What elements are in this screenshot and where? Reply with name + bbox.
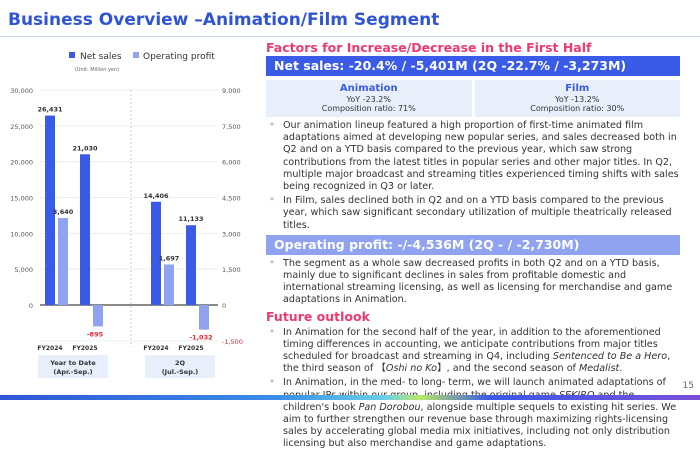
left-axis-tick: 5,000 [14, 266, 33, 274]
left-axis-tick: 0 [29, 302, 33, 310]
net-sales-label: 21,030 [72, 144, 98, 152]
fiscal-year-label: FY2025 [72, 345, 97, 352]
group-label: 2Q [175, 359, 186, 367]
net-sales-label: 11,133 [178, 215, 203, 223]
fiscal-year-label: FY2024 [37, 345, 62, 352]
right-axis-tick: 6,000 [222, 159, 241, 167]
film-title: Film [565, 83, 590, 94]
group-sublabel: (Apr.-Sep.) [53, 368, 92, 376]
legend-net-sales: Net sales [80, 52, 122, 62]
op-profit-bar [199, 305, 209, 330]
legend-operating-profit: Operating profit [143, 52, 215, 62]
animation-box: Animation YoY -23.2% Composition ratio: … [266, 80, 472, 117]
page-title: Business Overview –Animation/Film Segmen… [8, 10, 440, 30]
right-axis-tick: 4,500 [222, 195, 241, 203]
fiscal-year-label: FY2024 [143, 345, 168, 352]
film-ratio: Composition ratio: 30% [530, 104, 625, 113]
op-profit-label: 3,640 [53, 208, 74, 216]
left-axis-tick: 20,000 [10, 159, 33, 167]
bullet: Our animation lineup featured a high pro… [266, 120, 680, 193]
op-profit-bar [164, 264, 174, 305]
film-yoy: YoY -13.2% [555, 95, 600, 104]
title-divider [0, 36, 700, 37]
op-profit-bar [93, 305, 103, 327]
op-profit-label: -895 [87, 330, 104, 338]
factors-heading: Factors for Increase/Decrease in the Fir… [266, 40, 592, 55]
right-axis-tick: 9,000 [222, 87, 241, 95]
op-profit-label: 1,697 [159, 254, 180, 262]
unit-label: (Unit: Million yen) [75, 67, 119, 73]
operating-profit-banner: Operating profit: -/-4,536M (2Q - / -2,7… [266, 234, 680, 255]
net-sales-label: 14,406 [143, 192, 169, 200]
right-axis-tick: 7,500 [222, 123, 241, 131]
right-axis-tick: -1,500 [222, 338, 243, 346]
net-sales-bar [186, 225, 196, 305]
left-axis-tick: 30,000 [10, 87, 33, 95]
net-sales-banner: Net sales: -20.4% / -5,401M (2Q -22.7% /… [266, 56, 680, 76]
left-axis-tick: 15,000 [10, 195, 33, 203]
net-sales-bar [151, 201, 161, 305]
footer-band [0, 395, 700, 400]
bullet: In Animation for the second half of the … [266, 327, 680, 376]
outlook-heading: Future outlook [266, 308, 370, 324]
left-axis-tick: 10,000 [10, 230, 33, 238]
right-axis-tick: 3,000 [222, 230, 241, 238]
net-sales-label: 26,431 [37, 106, 63, 114]
group-label: Year to Date [49, 359, 96, 367]
film-box: Film YoY -13.2% Composition ratio: 30% [474, 80, 680, 117]
page-number: 15 [682, 381, 694, 391]
right-axis-tick: 1,500 [222, 266, 241, 274]
legend-swatch-op [133, 52, 139, 58]
group-label-box [145, 355, 215, 378]
bullet: In Animation, in the med- to long- term,… [266, 377, 680, 450]
fiscal-year-label: FY2025 [178, 345, 203, 352]
sales-profit-chart: Net sales Operating profit (Unit: Million … [10, 52, 243, 378]
bullet: In Film, sales declined both in Q2 and o… [266, 195, 680, 232]
net-sales-bar [80, 154, 90, 305]
animation-title: Animation [339, 83, 398, 94]
legend-swatch-net-sales [69, 52, 75, 58]
factors-panel: Factors for Increase/Decrease in the Fir… [266, 41, 680, 454]
op-profit-label: -1,032 [189, 334, 212, 342]
net-sales-bar [45, 115, 55, 305]
group-label-box [38, 355, 108, 378]
right-axis-tick: 0 [222, 302, 226, 310]
left-axis-tick: 25,000 [10, 123, 33, 131]
bullet: The segment as a whole saw decreased pro… [266, 258, 680, 307]
animation-yoy: YoY -23.2% [346, 95, 391, 104]
group-sublabel: (Jul.-Sep.) [162, 368, 199, 376]
op-profit-bar [58, 218, 68, 305]
animation-ratio: Composition ratio: 71% [321, 104, 416, 113]
